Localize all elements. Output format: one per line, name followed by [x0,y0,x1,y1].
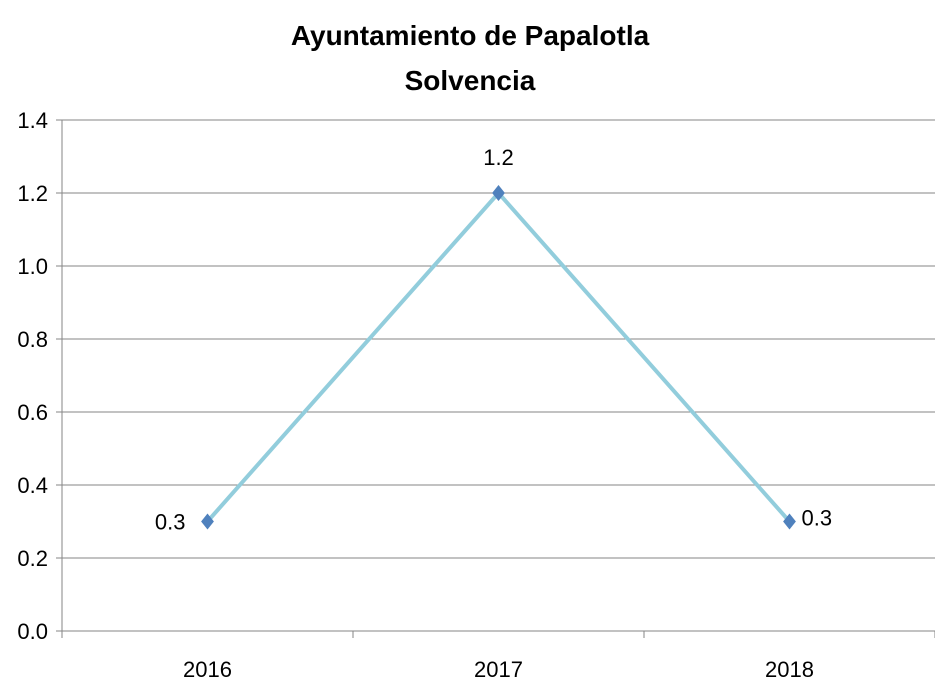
y-axis-tick-labels: 0.0 0.2 0.4 0.6 0.8 1.0 1.2 1.4 [17,108,48,644]
y-tick-label: 0.6 [17,400,48,425]
gridlines [56,119,935,632]
data-labels: 0.3 1.2 0.3 [155,145,832,535]
data-point-marker-2018 [783,513,796,530]
data-label-2018: 0.3 [802,506,833,531]
x-axis-tick-labels: 2016 2017 2018 [183,657,814,682]
y-tick-label: 0.0 [17,619,48,644]
y-tick-label: 0.2 [17,546,48,571]
series-line [206,191,791,523]
axes [61,120,935,638]
chart-title-line-2: Solvencia [405,65,536,96]
data-label-2017: 1.2 [483,145,514,170]
y-tick-label: 1.0 [17,254,48,279]
data-label-2016: 0.3 [155,510,186,535]
y-tick-label: 1.4 [17,108,48,133]
y-tick-label: 0.8 [17,327,48,352]
y-tick-label: 0.4 [17,473,48,498]
y-tick-label: 1.2 [17,181,48,206]
x-tick-label-2017: 2017 [474,657,523,682]
data-point-marker-2017 [492,185,505,201]
chart-title-line-1: Ayuntamiento de Papalotla [291,20,650,51]
data-point-marker-2016 [201,513,214,530]
x-tick-label-2018: 2018 [765,657,814,682]
data-series [201,185,796,530]
x-tick-label-2016: 2016 [183,657,232,682]
